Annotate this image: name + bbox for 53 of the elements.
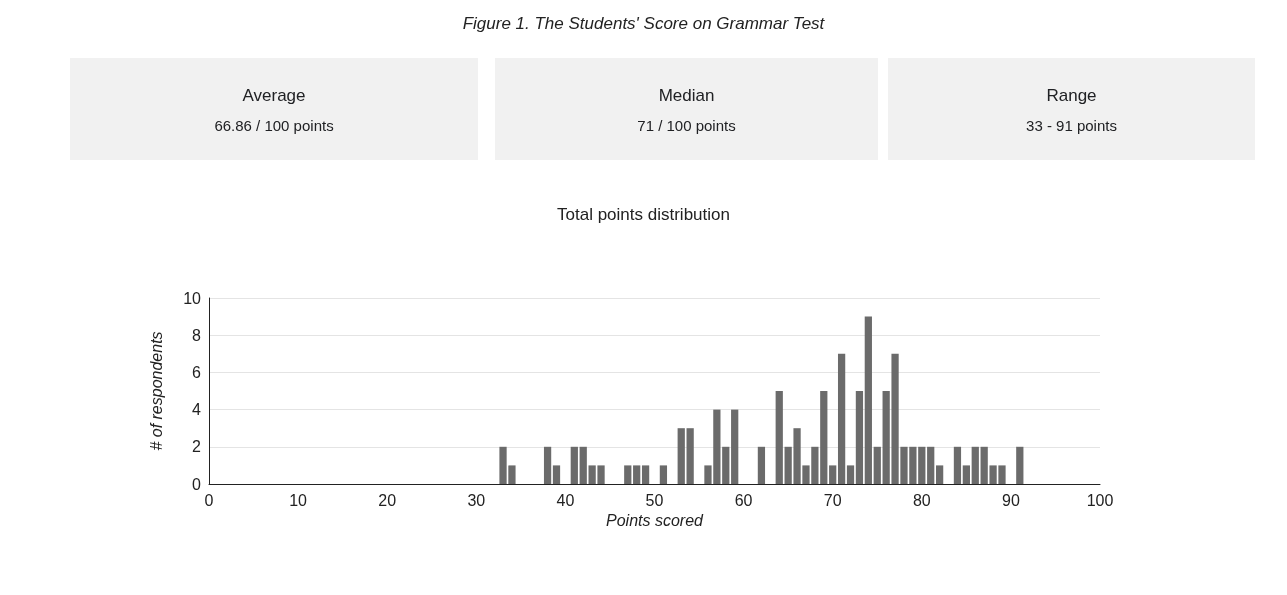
bar xyxy=(846,465,855,484)
bar xyxy=(971,446,979,484)
x-axis-title: Points scored xyxy=(606,511,705,529)
bar xyxy=(686,428,694,484)
bar xyxy=(873,446,881,484)
bar xyxy=(953,446,962,484)
bar xyxy=(757,446,766,484)
bar xyxy=(962,465,970,484)
y-axis-title: # of respondents xyxy=(147,331,165,451)
bar xyxy=(864,316,872,484)
x-tick-label: 90 xyxy=(1002,491,1020,509)
y-tick-label: 8 xyxy=(192,326,202,344)
x-tick-label: 50 xyxy=(645,491,664,509)
bar xyxy=(829,465,837,484)
chart-subtitle: Total points distribution xyxy=(557,205,730,224)
y-tick-label: 4 xyxy=(192,401,202,419)
bar xyxy=(935,465,944,484)
x-tick-label: 20 xyxy=(378,491,397,509)
x-tick-label: 30 xyxy=(467,491,486,509)
bar xyxy=(552,465,561,484)
text: 66.86 / 100 points xyxy=(214,116,334,134)
x-tick-label: 40 xyxy=(556,491,575,509)
bar xyxy=(641,465,650,484)
bar xyxy=(677,428,685,484)
text: Median xyxy=(658,85,715,105)
x-tick-label: 70 xyxy=(823,491,842,509)
bar xyxy=(570,446,578,484)
y-tick-label: 6 xyxy=(192,363,202,381)
bar xyxy=(543,446,552,484)
bar xyxy=(624,465,632,484)
text: Range xyxy=(1046,85,1097,105)
bar xyxy=(837,353,846,484)
bar xyxy=(722,446,730,484)
bar xyxy=(1016,446,1024,484)
bar xyxy=(659,465,668,484)
y-tick-label: 0 xyxy=(192,475,202,493)
y-tick-label: 2 xyxy=(192,438,202,456)
x-tick-label: 100 xyxy=(1086,491,1114,509)
x-tick-label: 60 xyxy=(734,491,753,509)
bar xyxy=(633,465,641,484)
y-tick-label: 10 xyxy=(183,289,202,307)
bar xyxy=(855,391,864,484)
bar xyxy=(927,446,935,484)
bar xyxy=(731,409,739,484)
text: 33 - 91 points xyxy=(1026,116,1117,134)
text: 71 / 100 points xyxy=(637,116,736,134)
x-tick-label: 10 xyxy=(289,491,308,509)
x-tick-label: 0 xyxy=(204,491,214,509)
text: Average xyxy=(242,85,306,105)
x-tick-label: 80 xyxy=(912,491,931,509)
bar xyxy=(579,446,587,484)
bar xyxy=(775,391,783,484)
chart-title: Figure 1. The Students' Score on Grammar Test xyxy=(462,14,826,33)
